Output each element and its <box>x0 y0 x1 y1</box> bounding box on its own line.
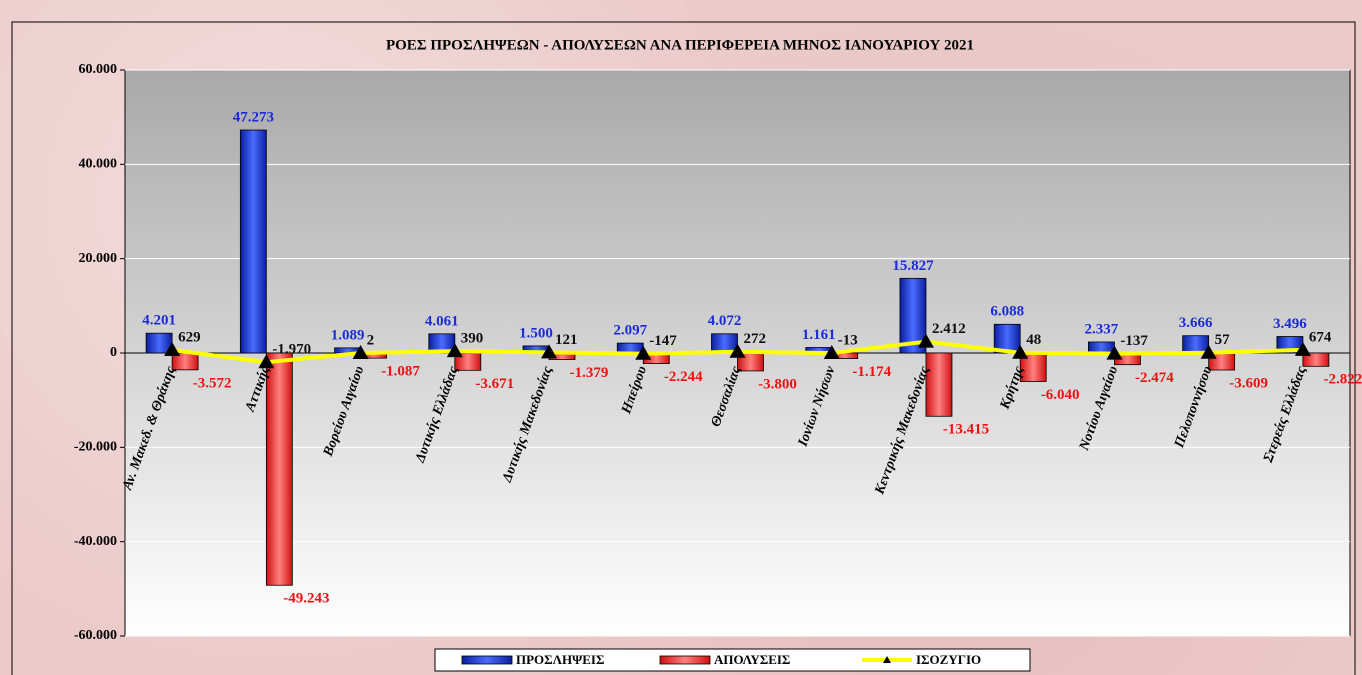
balance-marker <box>541 344 558 359</box>
data-label: 674 <box>1309 329 1332 345</box>
legend-label: ΠΡΟΣΛΗΨΕΙΣ <box>516 652 604 667</box>
data-label: -2.474 <box>1135 370 1174 386</box>
bar <box>1182 335 1210 354</box>
data-label: -1.087 <box>381 364 420 380</box>
data-label: 272 <box>744 331 767 347</box>
data-label: -3.800 <box>758 376 797 392</box>
bar <box>265 352 293 586</box>
data-label: -1.970 <box>272 342 311 358</box>
data-label: 2.097 <box>613 323 647 339</box>
y-tick-label: 20.000 <box>79 251 118 266</box>
balance-marker <box>823 345 840 360</box>
data-label: -49.243 <box>283 591 329 607</box>
balance-marker <box>258 354 275 369</box>
y-tick-label: 60.000 <box>79 62 118 77</box>
data-label: 3.666 <box>1179 315 1213 331</box>
legend-label: ΑΠΟΛΥΣΕΙΣ <box>714 652 790 667</box>
legend-marker <box>883 656 891 663</box>
y-tick-label: -20.000 <box>74 440 117 455</box>
balance-marker <box>1106 345 1123 360</box>
bar <box>1302 352 1330 367</box>
data-label: 121 <box>555 332 578 348</box>
balance-marker <box>164 342 181 357</box>
balance-marker <box>446 343 463 358</box>
balance-marker <box>1294 341 1311 356</box>
y-tick-label: 40.000 <box>79 157 118 172</box>
data-label: -1.174 <box>852 364 891 380</box>
data-label: -2.822 <box>1324 372 1362 388</box>
data-label: 1.161 <box>802 327 836 343</box>
data-label: -137 <box>1120 333 1148 349</box>
legend-label: ΙΣΟΖΥΓΙΟ <box>916 652 981 667</box>
data-label: 2 <box>367 332 375 348</box>
legend-box <box>434 648 1031 672</box>
data-label: 15.827 <box>892 258 934 274</box>
data-label: 4.201 <box>142 313 176 329</box>
balance-marker <box>635 345 652 360</box>
data-label: 2.337 <box>1085 321 1119 337</box>
y-tick-label: -60.000 <box>74 628 117 643</box>
data-label: -6.040 <box>1041 387 1080 403</box>
data-label: 47.273 <box>233 109 274 125</box>
data-label: -3.572 <box>193 375 232 391</box>
data-label: -147 <box>649 333 677 349</box>
data-label: 6.088 <box>990 304 1024 320</box>
data-label: 1.500 <box>519 325 553 341</box>
balance-marker <box>1200 344 1217 359</box>
data-label: 2.412 <box>932 321 966 337</box>
data-label: -1.379 <box>570 365 609 381</box>
balance-marker <box>917 333 934 348</box>
bar <box>239 129 267 354</box>
y-tick-label: -40.000 <box>74 534 117 549</box>
data-label: -13.415 <box>943 422 989 438</box>
bar <box>1088 341 1115 354</box>
data-label: 57 <box>1215 332 1231 348</box>
data-label: 4.061 <box>425 313 459 329</box>
data-label: -3.609 <box>1229 375 1268 391</box>
y-tick-label: 0 <box>110 345 117 360</box>
data-label: -3.671 <box>475 376 514 392</box>
data-label: 1.089 <box>331 327 365 343</box>
balance-marker <box>352 344 369 359</box>
data-label: 390 <box>461 331 484 347</box>
data-label: 4.072 <box>708 313 742 329</box>
legend-swatch <box>461 655 513 665</box>
bar <box>925 352 953 417</box>
data-label: -13 <box>838 332 858 348</box>
balance-marker <box>1012 344 1029 359</box>
chart-frame <box>11 21 1356 675</box>
data-label: 3.496 <box>1273 316 1307 332</box>
data-label: 48 <box>1026 332 1041 348</box>
data-label: 629 <box>178 329 201 345</box>
data-label: -2.244 <box>664 369 703 385</box>
bar <box>993 323 1021 354</box>
balance-marker <box>729 343 746 358</box>
chart-title: ΡΟΕΣ ΠΡΟΣΛΗΨΕΩΝ - ΑΠΟΛΥΣΕΩΝ ΑΝΑ ΠΕΡΙΦΕΡΕ… <box>386 37 974 53</box>
legend-swatch <box>659 655 711 665</box>
